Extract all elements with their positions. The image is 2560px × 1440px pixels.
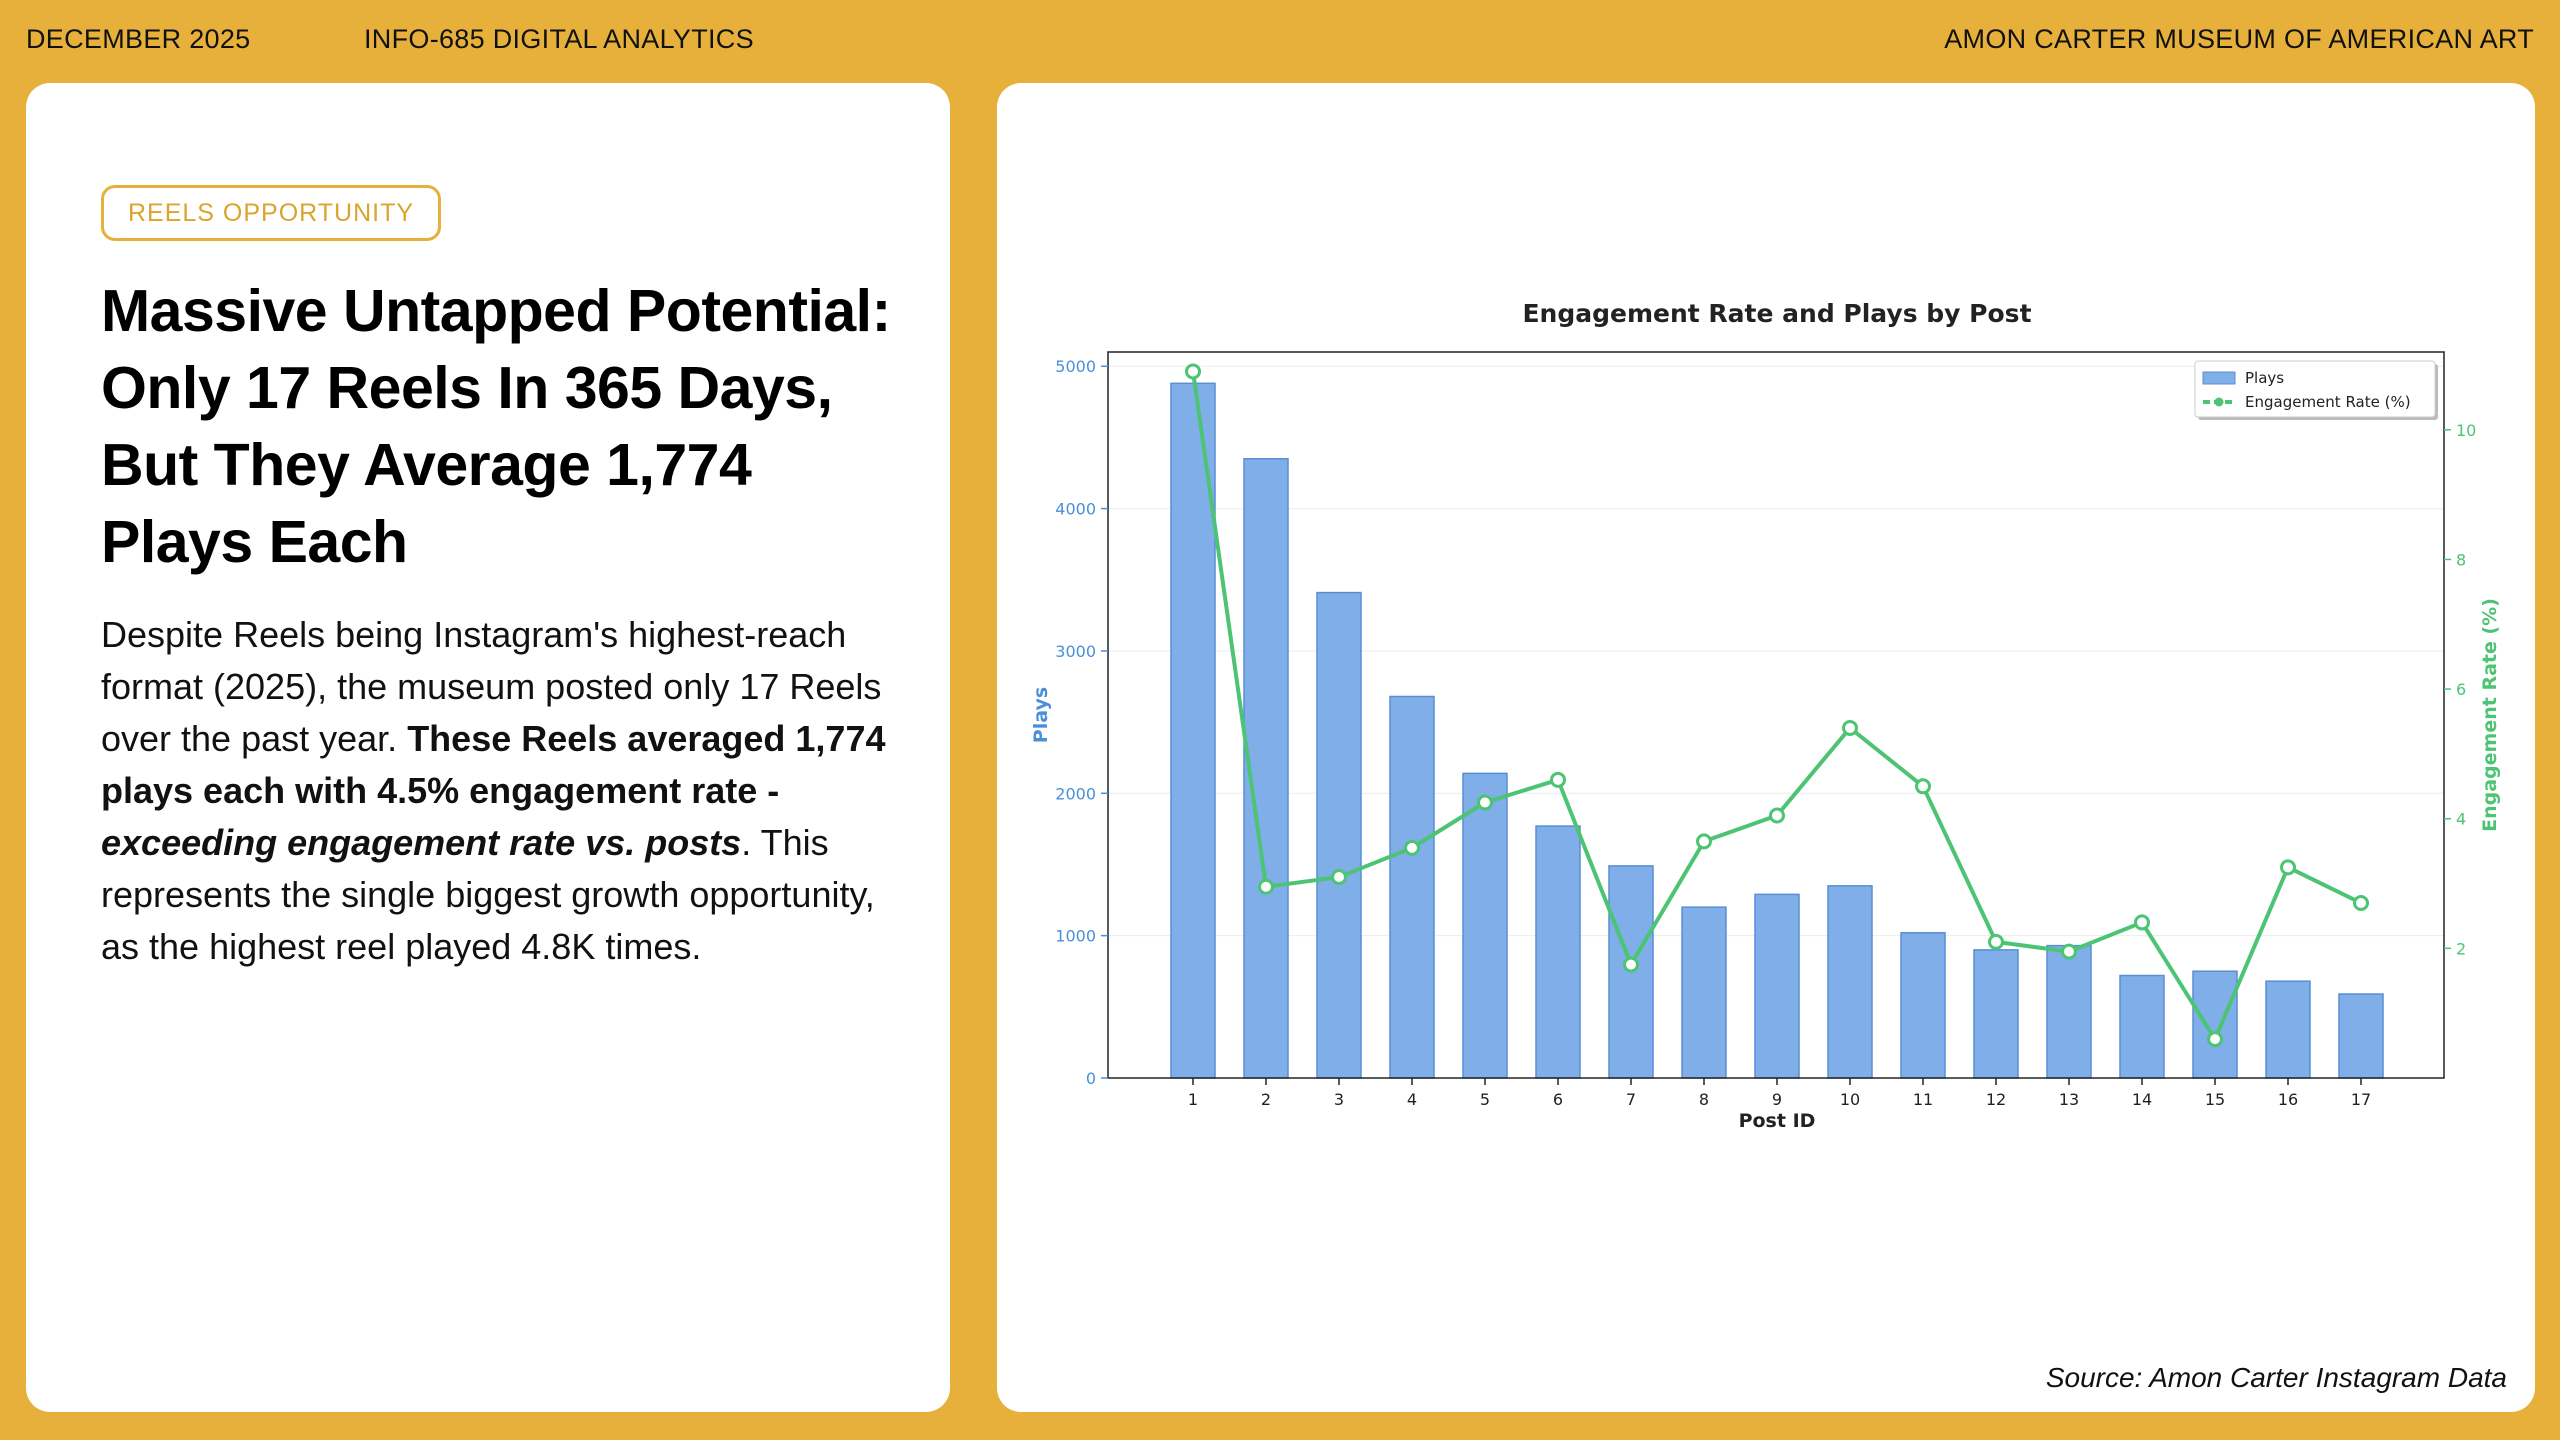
source-note: Source: Amon Carter Instagram Data bbox=[2045, 1362, 2507, 1393]
engagement-point bbox=[1477, 794, 1493, 811]
body-text-bold-italic: exceeding engagement rate vs. posts bbox=[101, 822, 742, 863]
organization-name: AMON CARTER MUSEUM OF AMERICAN ART bbox=[1944, 24, 2534, 54]
x-tick-label: 5 bbox=[1480, 1090, 1490, 1109]
bar-plays bbox=[1243, 458, 1289, 1079]
engagement-point bbox=[1258, 878, 1274, 895]
engagement-point bbox=[2061, 943, 2077, 960]
legend-label-plays: Plays bbox=[2245, 369, 2284, 387]
x-tick-label: 15 bbox=[2205, 1090, 2225, 1109]
engagement-point bbox=[1696, 833, 1712, 850]
x-tick-label: 11 bbox=[1913, 1090, 1933, 1109]
engagement-point bbox=[1623, 956, 1639, 973]
legend-box bbox=[2194, 360, 2436, 418]
x-tick-label: 17 bbox=[2351, 1090, 2371, 1109]
bar-plays bbox=[1316, 591, 1362, 1079]
y-tick-label: 0 bbox=[1086, 1069, 1096, 1088]
body-paragraph: Despite Reels being Instagram's highest-… bbox=[101, 609, 891, 973]
y-tick-label: 4000 bbox=[1055, 500, 1096, 519]
x-tick-label: 2 bbox=[1261, 1090, 1271, 1109]
bar-plays bbox=[1535, 825, 1581, 1079]
x-tick-label: 10 bbox=[1840, 1090, 1860, 1109]
y-tick-label: 2000 bbox=[1055, 784, 1096, 803]
engagement-point bbox=[2207, 1031, 2223, 1048]
y2-tick-label: 8 bbox=[2456, 550, 2466, 569]
bar-plays bbox=[1827, 885, 1873, 1079]
bar-plays bbox=[1389, 695, 1435, 1079]
bar-plays bbox=[1754, 893, 1800, 1079]
bar-plays bbox=[2265, 980, 2311, 1079]
bar-plays bbox=[1462, 772, 1508, 1079]
insight-card: REELS OPPORTUNITY Massive Untapped Poten… bbox=[26, 83, 950, 1412]
body-text-intro: Despite Reels being Instagram's highest-… bbox=[101, 614, 882, 759]
x-tick-label: 16 bbox=[2278, 1090, 2298, 1109]
bar-plays bbox=[1170, 382, 1216, 1079]
legend-label-engagement: Engagement Rate (%) bbox=[2245, 393, 2411, 411]
x-tick-label: 7 bbox=[1626, 1090, 1636, 1109]
engagement-point bbox=[1550, 771, 1566, 788]
headline: Massive Untapped Potential: Only 17 Reel… bbox=[101, 278, 891, 575]
engagement-point bbox=[1988, 933, 2004, 950]
engagement-point bbox=[1842, 719, 1858, 736]
plot-frame bbox=[1107, 351, 2445, 1079]
y2-tick-label: 6 bbox=[2456, 680, 2466, 699]
x-tick-label: 14 bbox=[2132, 1090, 2152, 1109]
engagement-point bbox=[2280, 859, 2296, 876]
bar-plays bbox=[2046, 944, 2092, 1079]
y-tick-label: 5000 bbox=[1055, 357, 1096, 376]
engagement-point bbox=[1769, 807, 1785, 824]
report-date: DECEMBER 2025 bbox=[26, 24, 251, 54]
x-tick-label: 6 bbox=[1553, 1090, 1563, 1109]
y-tick-label: 3000 bbox=[1055, 642, 1096, 661]
engagement-point bbox=[1185, 363, 1201, 380]
bar-plays bbox=[2192, 970, 2238, 1079]
legend-marker-engagement bbox=[2214, 397, 2224, 407]
engagement-point bbox=[1404, 839, 1420, 856]
bar-plays bbox=[1681, 906, 1727, 1079]
bar-plays bbox=[2338, 993, 2384, 1079]
bar-plays bbox=[2119, 974, 2165, 1079]
course-name: INFO-685 DIGITAL ANALYTICS bbox=[364, 24, 754, 54]
x-tick-label: 3 bbox=[1334, 1090, 1344, 1109]
bar-plays bbox=[1900, 932, 1946, 1079]
chart-card: Engagement Rate and Plays by Post 0 1000 2… bbox=[997, 83, 2535, 1412]
x-tick-label: 8 bbox=[1699, 1090, 1709, 1109]
bar-plays bbox=[1973, 949, 2019, 1079]
y2-axis-label: Engagement Rate (%) bbox=[2479, 598, 2501, 832]
chart-title: Engagement Rate and Plays by Post bbox=[1522, 299, 2031, 328]
section-badge: REELS OPPORTUNITY bbox=[101, 185, 442, 241]
y-tick-label: 1000 bbox=[1055, 927, 1096, 946]
y-axis-label: Plays bbox=[1030, 687, 1052, 743]
body-text-bold: These Reels averaged 1,774 plays each wi… bbox=[101, 718, 886, 811]
engagement-point bbox=[2134, 914, 2150, 931]
engagement-point bbox=[1331, 869, 1347, 886]
body-text-outro: . This represents the single biggest gro… bbox=[101, 822, 875, 967]
y2-tick-label: 10 bbox=[2456, 421, 2476, 440]
x-tick-label: 4 bbox=[1407, 1090, 1417, 1109]
y2-tick-label: 2 bbox=[2456, 939, 2466, 958]
engagement-point bbox=[2353, 894, 2369, 911]
chart-legend: Plays Engagement Rate (%) bbox=[2194, 360, 2438, 420]
x-tick-label: 12 bbox=[1986, 1090, 2006, 1109]
engagement-point bbox=[1915, 778, 1931, 795]
x-axis-label: Post ID bbox=[1739, 1110, 1816, 1132]
x-tick-label: 1 bbox=[1188, 1090, 1198, 1109]
x-tick-label: 13 bbox=[2059, 1090, 2079, 1109]
engagement-plays-chart: Engagement Rate and Plays by Post 0 1000 2… bbox=[1030, 299, 2501, 1132]
legend-swatch-plays bbox=[2202, 371, 2236, 385]
y2-tick-label: 4 bbox=[2456, 810, 2466, 829]
x-tick-label: 9 bbox=[1772, 1090, 1782, 1109]
